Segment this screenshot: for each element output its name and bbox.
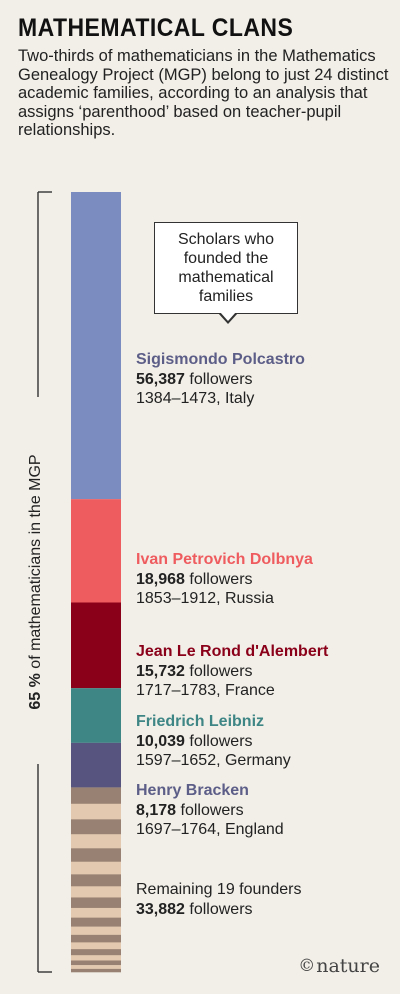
founder-name: Friedrich Leibniz: [136, 713, 265, 730]
copyright-symbol: ©: [298, 956, 316, 976]
bar-segment-remaining-1: [71, 787, 121, 805]
bar-segment-remaining-19: [71, 968, 121, 973]
remaining-followers: 33,882: [136, 900, 185, 918]
founder-details: 1697–1764, England: [136, 821, 284, 838]
founder-label-bracken: Henry Bracken 8,178 followers 1697–1764,…: [136, 781, 284, 840]
bar-segment-remaining-7: [71, 874, 121, 887]
bar-segment-remaining-15: [71, 949, 121, 956]
founder-label-dolbnya: Ivan Petrovich Dolbnya 18,968 followers …: [136, 550, 313, 609]
founder-followers: 8,178: [136, 801, 177, 819]
bar-segment-leibniz: [71, 688, 121, 743]
bar-segment-remaining-2: [71, 803, 121, 820]
nature-logo: © nature: [298, 955, 380, 977]
bar-segment-remaining-14: [71, 942, 121, 950]
founder-followers: 15,732: [136, 662, 185, 680]
bar-segment-remaining-17: [71, 960, 121, 966]
logo-text: nature: [316, 955, 380, 977]
founder-followers: 10,039: [136, 732, 185, 750]
bar-segment-bracken: [71, 742, 121, 788]
bar-segment-dalembert: [71, 602, 121, 689]
bar-segment-remaining-12: [71, 926, 121, 936]
founder-details: 1853–1912, Russia: [136, 590, 274, 607]
bar-segment-remaining-10: [71, 907, 121, 918]
bracket: [37, 191, 52, 973]
followers-word: followers: [184, 570, 253, 588]
bar-segment-remaining-8: [71, 886, 121, 898]
bar-segment-remaining-9: [71, 897, 121, 909]
bar-segment-remaining-4: [71, 834, 121, 849]
callout-box: Scholars who founded the mathematical fa…: [154, 222, 298, 314]
founder-name: Henry Bracken: [136, 782, 249, 799]
chart-subtitle: Two-thirds of mathematicians in the Math…: [18, 47, 389, 139]
chart-title: MATHEMATICAL CLANS: [18, 14, 294, 42]
followers-word: followers: [184, 370, 253, 388]
followers-word: followers: [184, 732, 253, 750]
founder-label-dalembert: Jean Le Rond d'Alembert 15,732 followers…: [136, 642, 328, 701]
bar-segment-remaining-13: [71, 934, 121, 943]
founder-followers: 18,968: [136, 570, 185, 588]
bar-segment-remaining-16: [71, 955, 121, 961]
bar-segment-remaining-18: [71, 965, 121, 970]
followers-word: followers: [184, 900, 253, 918]
bracket-value: 65 %: [27, 673, 44, 710]
remaining-label: Remaining 19 founders: [136, 881, 302, 898]
founder-name: Jean Le Rond d'Alembert: [136, 643, 329, 660]
bracket-text: of mathematicians in the MGP: [27, 454, 44, 674]
bar-segment-polcastro: [71, 192, 121, 500]
founder-details: 1597–1652, Germany: [136, 752, 291, 769]
founder-label-polcastro: Sigismondo Polcastro 56,387 followers 13…: [136, 350, 305, 409]
bar-segment-remaining-11: [71, 917, 121, 927]
callout-pointer-fill: [219, 312, 236, 321]
followers-word: followers: [184, 662, 253, 680]
stacked-bar: [71, 192, 121, 973]
bar-segment-remaining-6: [71, 861, 121, 875]
bar-segment-remaining-3: [71, 819, 121, 835]
founder-details: 1717–1783, France: [136, 682, 275, 699]
remaining-founders-label: Remaining 19 founders 33,882 followers: [136, 880, 301, 919]
founder-label-leibniz: Friedrich Leibniz 10,039 followers 1597–…: [136, 712, 291, 771]
founder-details: 1384–1473, Italy: [136, 390, 255, 407]
founder-name: Sigismondo Polcastro: [136, 351, 305, 368]
bar-segment-dolbnya: [71, 499, 121, 603]
followers-word: followers: [176, 801, 244, 819]
bar-segment-remaining-5: [71, 848, 121, 863]
founder-name: Ivan Petrovich Dolbnya: [136, 551, 313, 568]
founder-followers: 56,387: [136, 370, 185, 388]
